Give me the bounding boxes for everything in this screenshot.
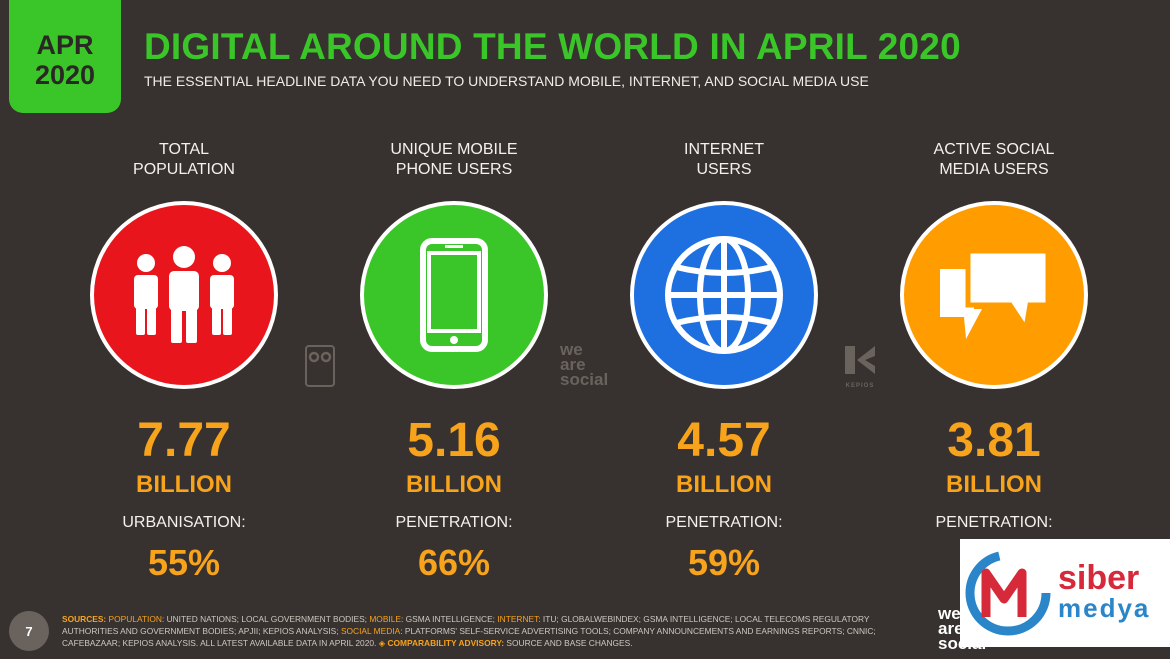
sources-text: SOURCES: POPULATION: UNITED NATIONS; LOC… — [62, 614, 876, 648]
stat-unit: BILLION — [946, 471, 1042, 498]
date-badge: APR 2020 — [9, 0, 121, 113]
page-subtitle: THE ESSENTIAL HEADLINE DATA YOU NEED TO … — [144, 73, 869, 89]
stat-value: 3.81 — [947, 414, 1041, 467]
badge-month: APR — [36, 29, 94, 60]
stat-label: ACTIVE SOCIAL MEDIA USERS — [933, 141, 1055, 178]
stat-sub-value: 59% — [687, 542, 761, 583]
stat-label: TOTAL POPULATION — [133, 141, 235, 178]
stat-unit: BILLION — [676, 471, 772, 498]
stat-sub-label: PENETRATION: — [395, 514, 513, 531]
stat-column-internet: INTERNET USERS 4.57 BILLION PENETRATION:… — [604, 140, 844, 583]
stat-value: 5.16 — [407, 414, 501, 467]
siber-medya-watermark: siber medya — [960, 539, 1170, 647]
stat-value: 7.77 — [137, 414, 231, 467]
people-icon — [90, 201, 278, 389]
stat-unit: BILLION — [406, 471, 502, 498]
stat-sub-label: URBANISATION: — [122, 514, 246, 531]
stat-sub-value: 66% — [417, 542, 491, 583]
page-number: 7 — [9, 611, 49, 651]
mobile-phone-icon — [360, 201, 548, 389]
stat-column-mobile: UNIQUE MOBILE PHONE USERS 5.16 BILLION P… — [334, 140, 574, 583]
stat-label: UNIQUE MOBILE PHONE USERS — [390, 141, 518, 178]
globe-icon — [630, 201, 818, 389]
badge-year: 2020 — [34, 59, 96, 90]
kepios-logo: KEPIOS — [843, 344, 877, 389]
stat-sub-label: PENETRATION: — [665, 514, 783, 531]
we-are-social-logo: we are social — [560, 340, 609, 389]
stat-column-social: ACTIVE SOCIAL MEDIA USERS 3.81 BILLION P… — [874, 140, 1114, 583]
stat-label: INTERNET USERS — [684, 141, 764, 178]
speech-bubbles-icon — [900, 201, 1088, 389]
watermark-siber: siber — [1058, 559, 1140, 597]
stat-column-population: TOTAL POPULATION 7.77 BILLION URBANISATI… — [64, 140, 304, 583]
stat-sub-value: 55% — [147, 542, 221, 583]
siber-medya-logo-icon — [965, 550, 1051, 636]
page-title: DIGITAL AROUND THE WORLD IN APRIL 2020 — [144, 26, 961, 67]
stat-value: 4.57 — [677, 414, 771, 467]
hootsuite-owl-icon — [305, 345, 335, 392]
stat-unit: BILLION — [136, 471, 232, 498]
kepios-icon — [845, 346, 875, 374]
watermark-medya: medya — [1058, 593, 1151, 623]
stat-sub-label: PENETRATION: — [935, 514, 1053, 531]
